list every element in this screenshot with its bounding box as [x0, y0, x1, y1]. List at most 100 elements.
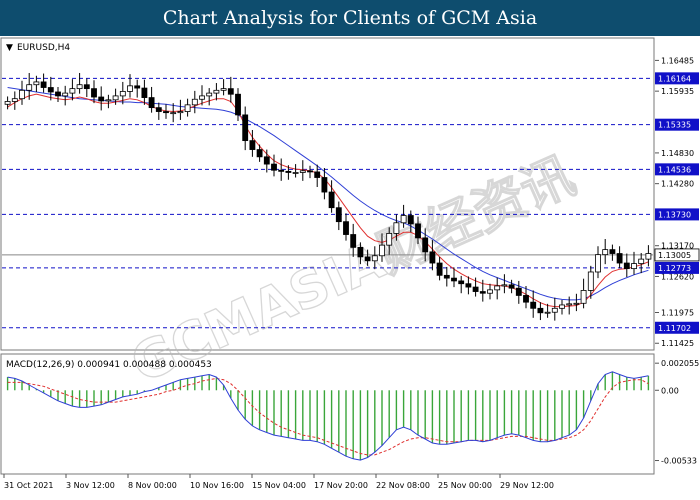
candle — [573, 302, 580, 305]
candle — [551, 307, 558, 313]
price-panel-frame — [0, 37, 655, 351]
candle — [55, 91, 61, 97]
candle — [62, 92, 69, 97]
candle — [256, 149, 263, 158]
time-tick-label: 29 Nov 12:00 — [500, 481, 554, 490]
candle — [112, 95, 119, 101]
candle — [530, 301, 537, 309]
candle — [429, 251, 436, 264]
price-tick-label: 1.15935 — [661, 87, 694, 96]
candle — [199, 95, 205, 100]
candle — [458, 280, 465, 285]
candle — [249, 140, 256, 150]
candle — [40, 81, 47, 88]
price-level-lines — [2, 77, 653, 329]
candle — [299, 170, 306, 173]
candle — [170, 112, 177, 115]
candle — [587, 271, 594, 291]
candle — [134, 85, 141, 89]
candle — [544, 311, 551, 314]
candle — [98, 96, 105, 102]
candle — [407, 215, 414, 225]
level-label-bg — [655, 261, 699, 274]
candle — [465, 283, 472, 288]
candle — [177, 111, 184, 114]
candle — [523, 295, 529, 303]
candle — [19, 89, 25, 100]
candle — [235, 93, 241, 116]
ma-fast-line — [7, 93, 649, 308]
candle — [371, 255, 378, 262]
candle — [314, 171, 321, 178]
candle — [515, 287, 522, 296]
price-axis: 1.164851.159351.153801.148301.142801.137… — [654, 56, 700, 348]
candlesticks — [4, 72, 652, 321]
macd-title: MACD(12,26,9) 0.000941 0.000488 0.000453 — [6, 360, 212, 370]
candle — [292, 172, 299, 174]
level-label: 1.14536 — [658, 165, 691, 174]
price-tick-label: 1.16485 — [661, 56, 694, 65]
level-label-bg — [655, 321, 699, 334]
candle — [631, 263, 637, 270]
price-tick-label: 1.12620 — [661, 272, 694, 281]
chart-canvas: GCMASIA财经资讯 1.164851.159351.153801.14830… — [0, 37, 700, 490]
candle — [127, 85, 133, 92]
symbol-dropdown-icon[interactable]: ▼ — [6, 43, 13, 53]
time-tick-label: 15 Nov 04:00 — [252, 481, 306, 490]
macd-axis: 0.002055 0.00 -0.00533 — [655, 359, 699, 466]
candle — [472, 286, 479, 292]
candle — [559, 304, 565, 309]
time-tick-label: 10 Nov 16:00 — [190, 481, 244, 490]
time-tick-label: 3 Nov 12:00 — [66, 481, 115, 490]
candle — [26, 84, 33, 91]
macd-signal-line — [7, 377, 649, 456]
candle — [119, 91, 126, 97]
candle — [91, 88, 97, 98]
candle — [155, 107, 162, 112]
candle — [645, 253, 652, 260]
candle — [148, 97, 155, 109]
level-label: 1.11702 — [658, 324, 691, 333]
candle — [285, 170, 292, 173]
time-tick-label: 8 Nov 00:00 — [128, 481, 177, 490]
candle — [537, 307, 544, 314]
time-tick-label: 31 Oct 2021 — [4, 481, 53, 490]
price-tick-label: 1.14280 — [661, 180, 694, 189]
candle — [11, 98, 18, 102]
candle — [191, 98, 198, 106]
candle — [566, 303, 573, 306]
candle — [33, 81, 40, 86]
macd-lines — [7, 371, 649, 461]
candle — [443, 274, 450, 279]
candle — [83, 84, 90, 90]
candle — [335, 207, 342, 223]
candle — [602, 249, 609, 256]
candle — [623, 262, 630, 270]
candle — [508, 284, 515, 289]
candle — [487, 289, 493, 294]
price-tick-label: 1.14830 — [661, 149, 694, 158]
candle — [494, 285, 501, 291]
candle — [609, 249, 616, 254]
candle — [141, 87, 148, 98]
candle — [616, 253, 623, 264]
time-axis: 31 Oct 2021 3 Nov 12:00 8 Nov 00:00 10 Nov … — [3, 474, 554, 490]
candle — [242, 114, 249, 142]
candle — [350, 234, 357, 248]
macd-tick-label: 0.002055 — [661, 359, 699, 368]
candle — [580, 290, 587, 304]
candle — [307, 170, 313, 173]
candle — [415, 223, 421, 239]
price-chart-title: EURUSD,H4 — [17, 43, 70, 53]
candle — [263, 156, 270, 165]
level-label-bg — [655, 72, 699, 85]
candle — [422, 237, 429, 253]
candle — [271, 163, 277, 171]
candle — [357, 246, 364, 258]
candle — [364, 256, 371, 262]
candle — [321, 177, 328, 193]
price-tick-label: 1.13170 — [661, 242, 694, 251]
level-label: 1.16164 — [658, 74, 691, 83]
candle — [386, 233, 393, 246]
candle — [379, 244, 385, 257]
